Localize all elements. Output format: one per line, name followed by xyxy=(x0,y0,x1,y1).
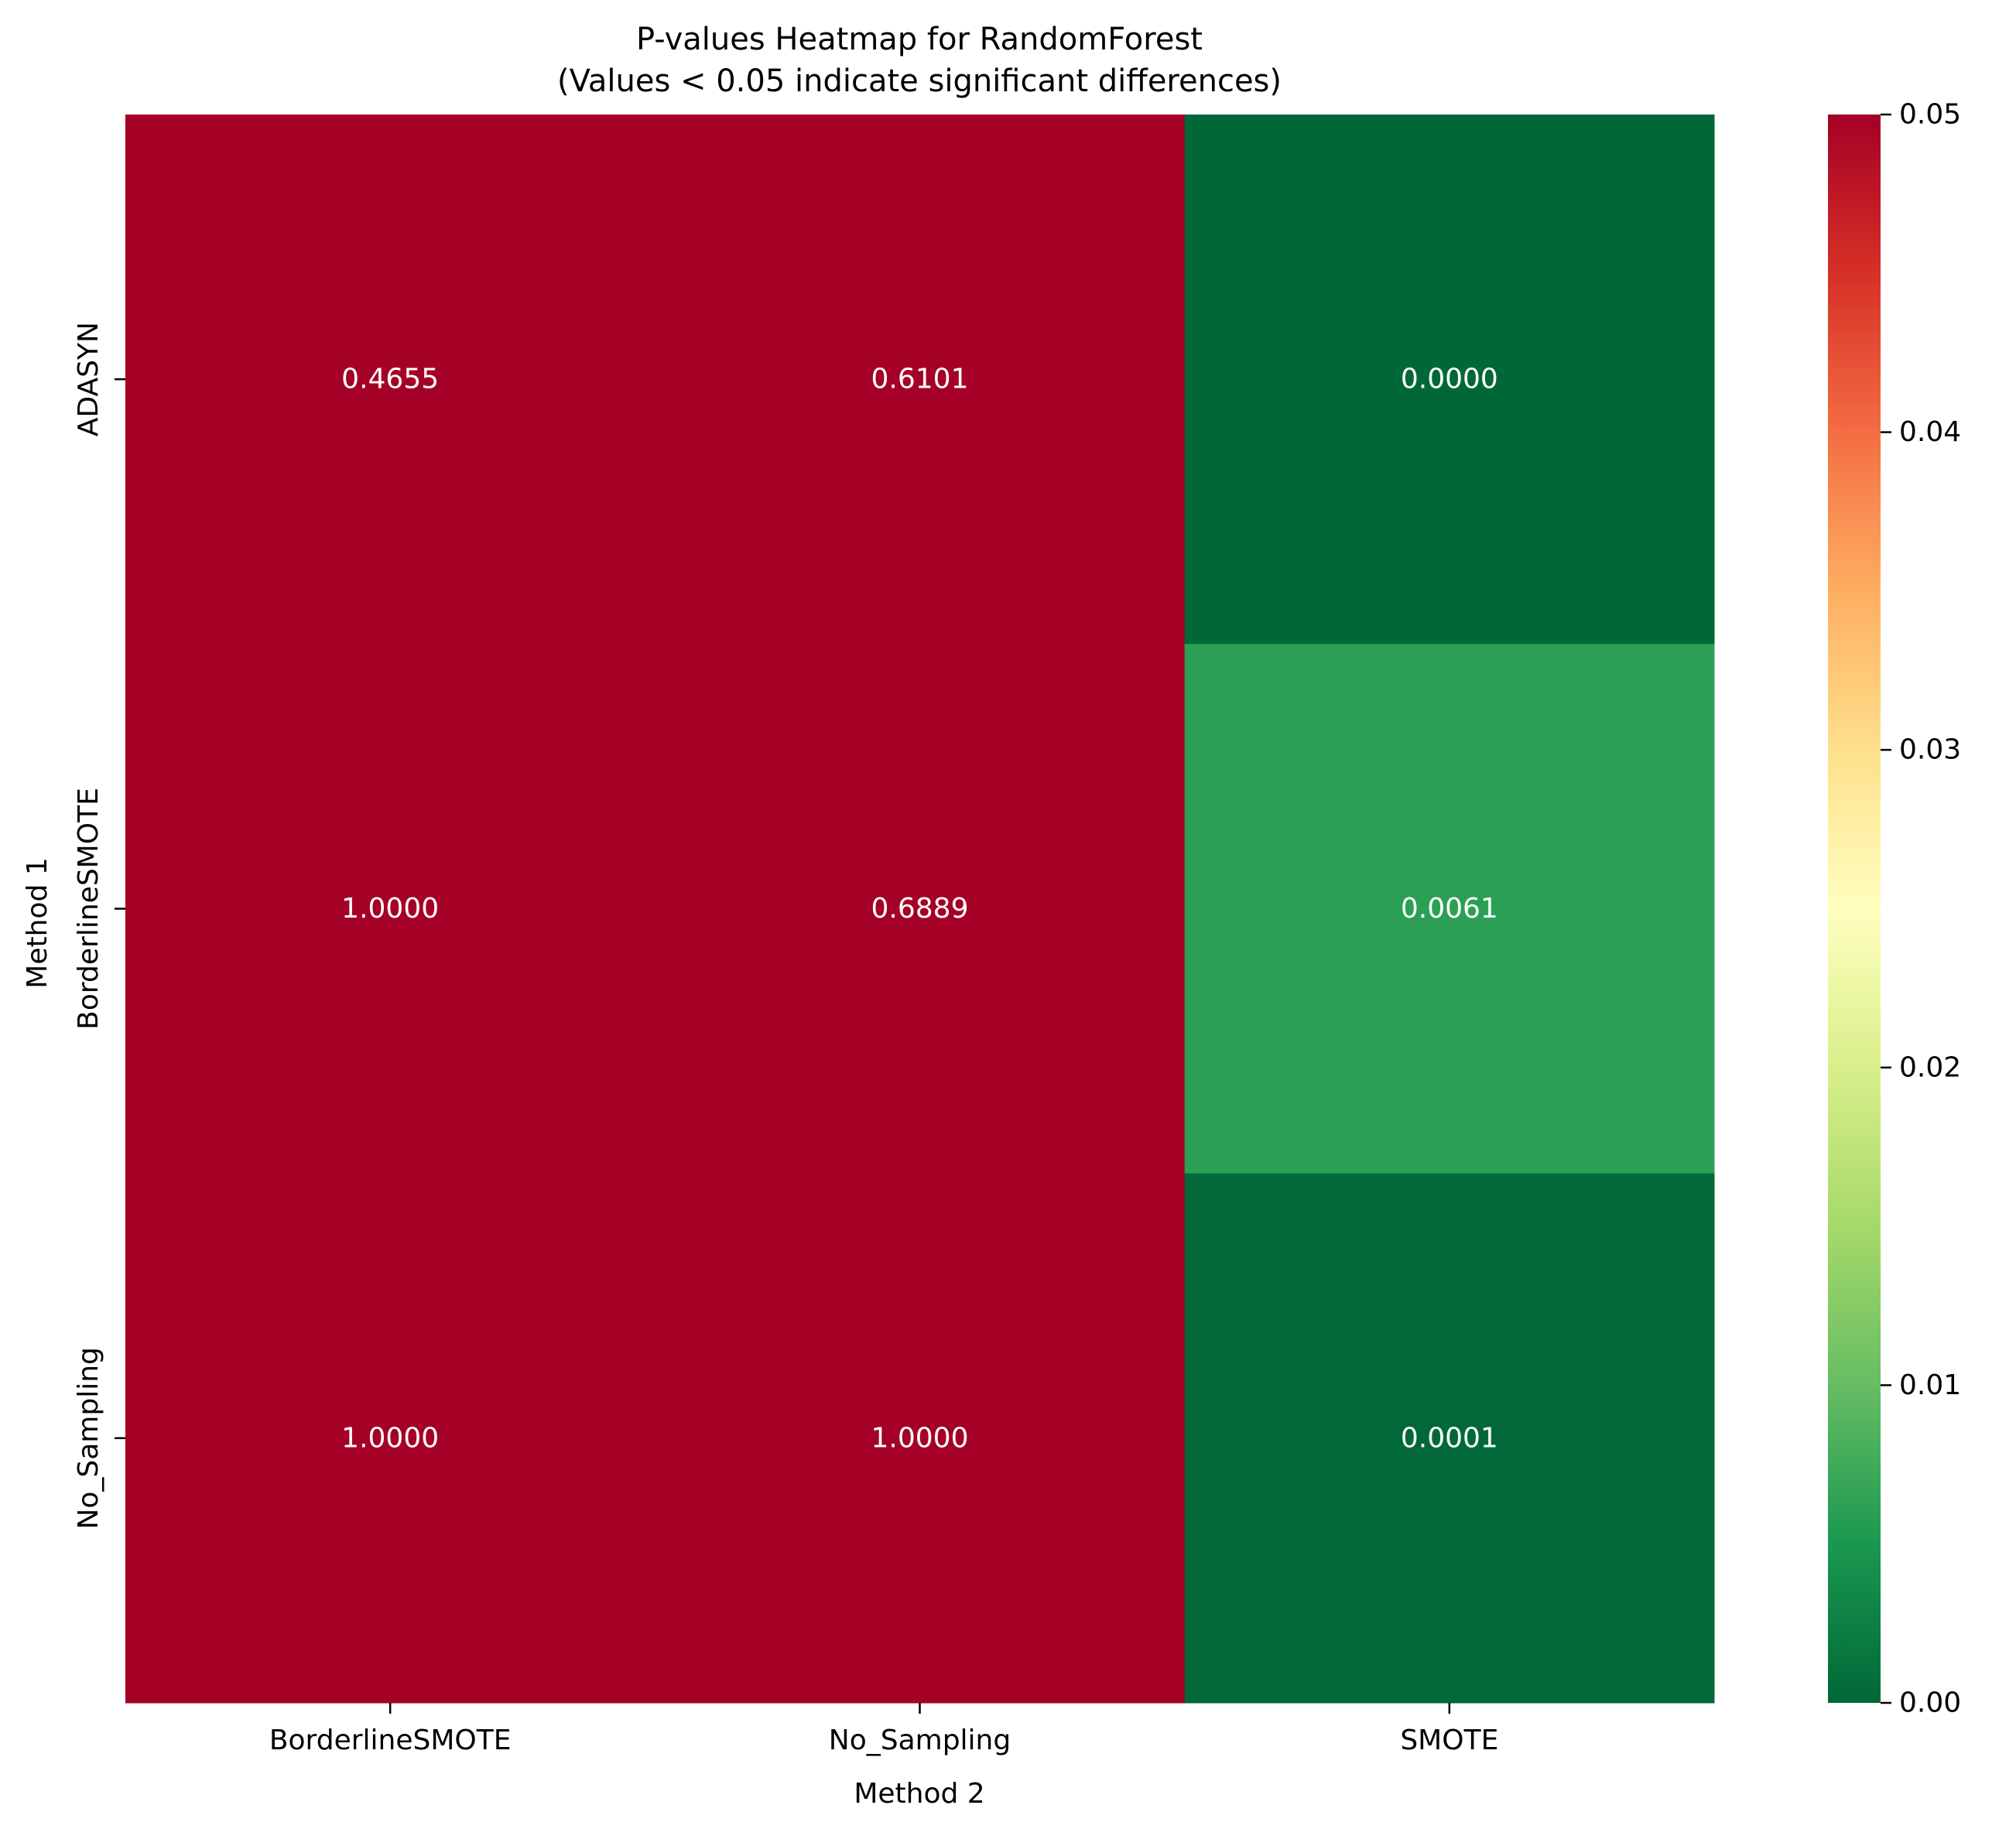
colorbar-tick-label: 0.00 xyxy=(1899,1687,1961,1719)
colorbar-tick-label: 0.01 xyxy=(1899,1369,1961,1401)
colorbar xyxy=(1828,115,1881,1703)
heatmap-cell xyxy=(655,1173,1186,1704)
cell-value-label: 1.0000 xyxy=(341,1422,439,1454)
heatmap-cell xyxy=(125,644,655,1174)
x-tick-label: BorderlineSMOTE xyxy=(269,1725,512,1756)
heatmap-cell xyxy=(1184,1173,1715,1704)
y-tick-label: BorderlineSMOTE xyxy=(73,788,104,1030)
cell-value-label: 0.6101 xyxy=(871,364,969,395)
chart-subtitle: (Values < 0.05 indicate significant diff… xyxy=(557,63,1282,99)
x-axis-label: Method 2 xyxy=(854,1778,984,1810)
heatmap-cell xyxy=(1184,644,1715,1174)
chart-title: P-values Heatmap for RandomForest xyxy=(636,22,1203,57)
y-tick-label: ADASYN xyxy=(73,322,104,436)
heatmap-cell xyxy=(1184,115,1715,644)
x-axis-ticks: BorderlineSMOTE No_Sampling SMOTE xyxy=(269,1703,1498,1756)
heatmap-cell xyxy=(655,644,1186,1174)
cell-value-label: 1.0000 xyxy=(341,893,439,925)
colorbar-tick-label: 0.04 xyxy=(1899,416,1961,448)
y-tick-label: No_Sampling xyxy=(73,1347,104,1529)
colorbar-tick-label: 0.05 xyxy=(1899,99,1961,131)
y-axis-label: Method 1 xyxy=(22,857,53,988)
colorbar-tick-label: 0.03 xyxy=(1899,734,1961,766)
cell-value-label: 1.0000 xyxy=(871,1422,969,1454)
cell-value-label: 0.0061 xyxy=(1401,893,1498,925)
cell-value-label: 0.6889 xyxy=(871,893,969,925)
colorbar-tick-label: 0.02 xyxy=(1899,1051,1961,1083)
heatmap-cells xyxy=(125,115,1715,1704)
cell-value-label: 0.0000 xyxy=(1401,364,1498,395)
x-tick-label: SMOTE xyxy=(1400,1725,1498,1756)
heatmap-cell xyxy=(125,1173,655,1704)
heatmap-cell xyxy=(125,115,655,644)
x-tick-label: No_Sampling xyxy=(829,1725,1011,1756)
cell-value-label: 0.4655 xyxy=(341,364,439,395)
cell-value-label: 0.0001 xyxy=(1401,1422,1498,1454)
heatmap-cell-labels: 0.4655 0.6101 0.0000 1.0000 0.6889 0.0061 1.00… xyxy=(341,364,1498,1455)
colorbar-ticks: 0.00 0.01 0.02 0.03 0.04 0.05 xyxy=(1881,99,1961,1719)
y-axis-ticks: ADASYN BorderlineSMOTE No_Sampling xyxy=(73,322,125,1530)
heatmap-cell xyxy=(655,115,1186,644)
